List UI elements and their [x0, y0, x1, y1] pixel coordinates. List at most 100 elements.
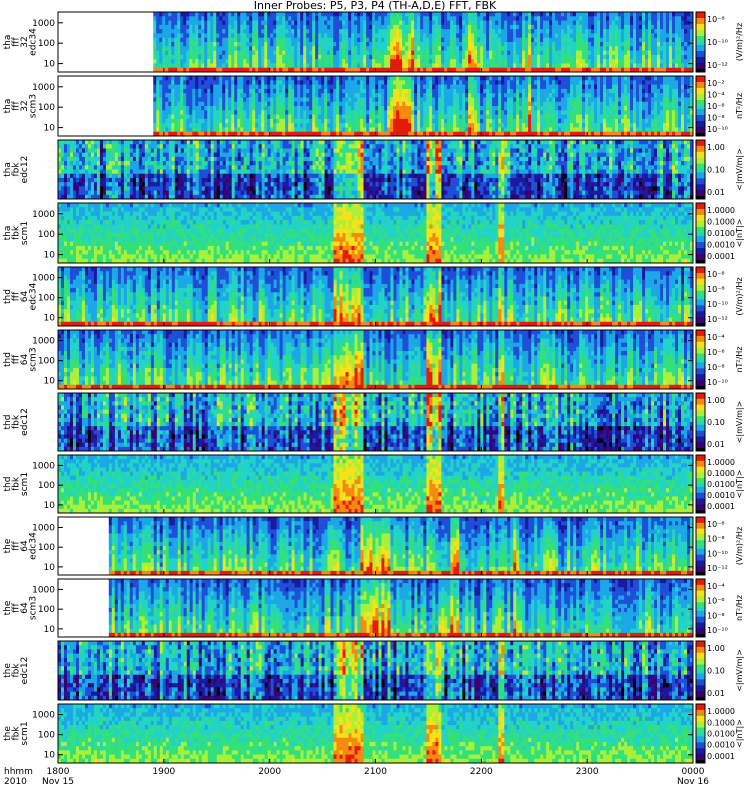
spectrogram-cell: [273, 76, 277, 81]
spectrogram-cell: [456, 84, 460, 90]
spectrogram-cell: [312, 59, 316, 64]
spectrogram-cell: [423, 127, 427, 133]
spectrogram-cell: [291, 101, 295, 107]
spectrogram-cell: [600, 76, 604, 81]
spectrogram-cell: [183, 50, 187, 56]
spectrogram-cell: [225, 127, 229, 133]
spectrogram-cell: [192, 29, 196, 34]
spectrogram-cell: [234, 42, 238, 47]
spectrogram-cell: [576, 54, 580, 60]
spectrogram-cell: [567, 131, 571, 137]
spectrogram-cell: [213, 106, 217, 111]
spectrogram-cell: [462, 63, 466, 69]
spectrogram-cell: [591, 37, 595, 43]
spectrogram-cell: [327, 88, 331, 94]
spectrogram-cell: [312, 29, 316, 34]
spectrogram-cell: [483, 127, 487, 133]
spectrogram-cell: [399, 93, 403, 98]
spectrogram-cell: [375, 76, 379, 81]
spectrogram-cell: [348, 50, 352, 56]
spectrogram-cell: [483, 67, 487, 73]
spectrogram-cell: [204, 88, 208, 94]
spectrogram-cell: [510, 123, 514, 128]
spectrogram-cell: [594, 76, 598, 81]
spectrogram-cell: [204, 33, 208, 39]
spectrogram-cell: [267, 63, 271, 69]
spectrogram-cell: [474, 20, 478, 26]
spectrogram-cell: [321, 106, 325, 111]
spectrogram-cell: [609, 16, 613, 21]
spectrogram-cell: [600, 16, 604, 21]
spectrogram-cell: [465, 46, 469, 51]
spectrogram-cell: [501, 106, 505, 111]
spectrogram-cell: [327, 16, 331, 21]
spectrogram-cell: [309, 131, 313, 137]
spectrogram-cell: [273, 37, 277, 43]
spectrogram-cell: [663, 131, 667, 137]
spectrogram-cell: [624, 33, 628, 39]
spectrogram-cell: [543, 97, 547, 103]
spectrogram-cell: [237, 110, 241, 115]
spectrogram-cell: [435, 29, 439, 34]
colorbar-segment: [696, 27, 705, 31]
spectrogram-cell: [438, 46, 442, 51]
spectrogram-cell: [438, 101, 442, 107]
spectrogram-cell: [225, 29, 229, 34]
spectrogram-cell: [417, 80, 421, 85]
spectrogram-cell: [654, 29, 658, 34]
spectrogram-cell: [594, 29, 598, 34]
spectrogram-cell: [486, 33, 490, 39]
spectrogram-cell: [228, 12, 232, 17]
spectrogram-cell: [408, 114, 412, 120]
spectrogram-cell: [429, 101, 433, 107]
spectrogram-cell: [537, 46, 541, 51]
spectrogram-cell: [441, 114, 445, 120]
spectrogram-cell: [258, 50, 262, 56]
spectrogram-cell: [384, 88, 388, 94]
spectrogram-cell: [690, 59, 694, 64]
spectrogram-cell: [228, 54, 232, 60]
spectrogram-cell: [213, 80, 217, 85]
spectrogram-cell: [381, 50, 385, 56]
spectrogram-cell: [672, 106, 676, 111]
spectrogram-cell: [171, 16, 175, 21]
spectrogram-cell: [387, 12, 391, 17]
spectrogram-cell: [627, 20, 631, 26]
spectrogram-cell: [195, 54, 199, 60]
spectrogram-cell: [552, 93, 556, 98]
spectrogram-cell: [201, 123, 205, 128]
spectrogram-cell: [582, 118, 586, 124]
spectrogram-cell: [660, 20, 664, 26]
spectrogram-cell: [312, 123, 316, 128]
spectrogram-cell: [519, 93, 523, 98]
spectrogram-cell: [594, 127, 598, 133]
spectrogram-cell: [666, 16, 670, 21]
spectrogram-cell: [579, 84, 583, 90]
spectrogram-cell: [543, 54, 547, 60]
spectrogram-cell: [225, 97, 229, 103]
spectrogram-cell: [465, 29, 469, 34]
spectrogram-cell: [249, 80, 253, 85]
spectrogram-cell: [462, 93, 466, 98]
spectrogram-cell: [297, 37, 301, 43]
spectrogram-cell: [333, 84, 337, 90]
spectrogram-cell: [375, 24, 379, 30]
spectrogram-cell: [387, 29, 391, 34]
spectrogram-cell: [552, 37, 556, 43]
spectrogram-cell: [204, 101, 208, 107]
spectrogram-cell: [273, 131, 277, 137]
spectrogram-cell: [351, 101, 355, 107]
spectrogram-cell: [270, 16, 274, 21]
spectrogram-cell: [195, 123, 199, 128]
spectrogram-cell: [537, 88, 541, 94]
spectrogram-cell: [582, 42, 586, 47]
spectrogram-cell: [276, 33, 280, 39]
spectrogram-cell: [345, 76, 349, 81]
spectrogram-cell: [642, 106, 646, 111]
spectrogram-cell: [453, 114, 457, 120]
spectrogram-cell: [591, 76, 595, 81]
spectrogram-cell: [162, 16, 166, 21]
spectrogram-cell: [525, 16, 529, 21]
spectrogram-cell: [255, 12, 259, 17]
spectrogram-cell: [159, 63, 163, 69]
